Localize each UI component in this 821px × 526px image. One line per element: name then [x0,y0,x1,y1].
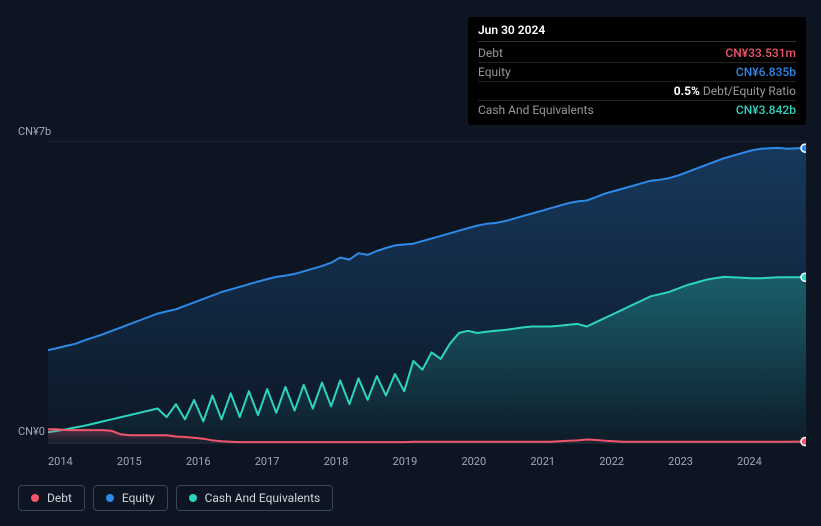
chart-container: CN¥7b CN¥0 20142015201620172018201920202… [0,125,821,470]
legend-label: Debt [47,491,72,505]
tooltip-row: Debt CN¥33.531m [478,44,796,63]
area-chart[interactable] [48,141,806,451]
tooltip-row-label: Debt [478,46,503,60]
x-axis-tick: 2016 [186,455,255,468]
x-axis-tick: 2023 [668,455,737,468]
x-axis-tick: 2021 [530,455,599,468]
legend-label: Equity [122,491,155,505]
x-axis-tick: 2018 [324,455,393,468]
y-axis-min-label: CN¥0 [18,425,45,438]
legend-dot-icon [189,494,197,502]
tooltip-row-label: Equity [478,65,511,79]
tooltip-row-label: Cash And Equivalents [478,103,594,117]
x-axis: 2014201520162017201820192020202120222023… [48,455,806,468]
legend-item[interactable]: Equity [93,485,168,511]
x-axis-tick: 2014 [48,455,117,468]
tooltip-row-value: CN¥3.842b [736,103,796,117]
legend-item[interactable]: Debt [18,485,85,511]
legend-dot-icon [106,494,114,502]
tooltip-row: 0.5% Debt/Equity Ratio [478,82,796,101]
tooltip-row-value: CN¥33.531m [725,46,796,60]
legend-label: Cash And Equivalents [205,491,321,505]
chart-legend: Debt Equity Cash And Equivalents [18,485,333,511]
x-axis-tick: 2015 [117,455,186,468]
x-axis-tick: 2024 [737,455,806,468]
tooltip-row-value: 0.5% Debt/Equity Ratio [674,84,796,98]
tooltip-date: Jun 30 2024 [478,23,796,42]
x-axis-tick: 2017 [255,455,324,468]
tooltip-row-value: CN¥6.835b [736,65,796,79]
legend-dot-icon [31,494,39,502]
tooltip-row: Cash And Equivalents CN¥3.842b [478,101,796,119]
tooltip-row: Equity CN¥6.835b [478,63,796,82]
chart-tooltip: Jun 30 2024 Debt CN¥33.531m Equity CN¥6.835… [468,17,806,125]
x-axis-tick: 2022 [599,455,668,468]
legend-item[interactable]: Cash And Equivalents [176,485,334,511]
x-axis-tick: 2020 [461,455,530,468]
y-axis-max-label: CN¥7b [18,125,51,138]
x-axis-tick: 2019 [393,455,462,468]
